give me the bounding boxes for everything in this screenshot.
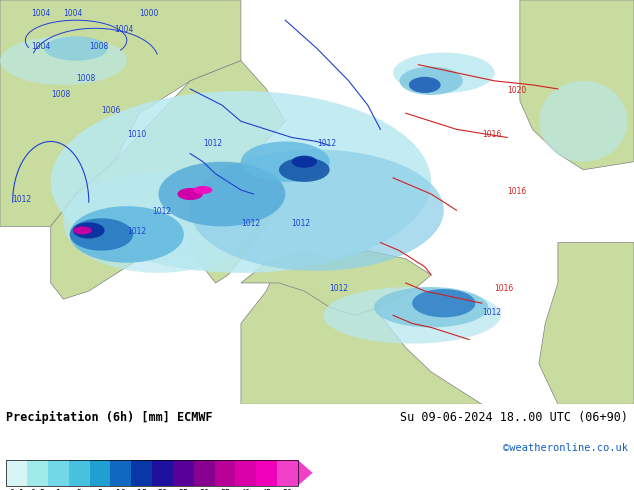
Polygon shape	[0, 0, 241, 226]
Text: 1008: 1008	[76, 74, 95, 83]
Bar	[277, 460, 298, 486]
Text: 1: 1	[56, 489, 61, 490]
Bar	[256, 460, 277, 486]
Text: 2: 2	[77, 489, 82, 490]
Text: 1012: 1012	[482, 308, 501, 318]
Ellipse shape	[241, 142, 330, 182]
Text: 1020: 1020	[507, 86, 526, 95]
Ellipse shape	[323, 287, 501, 343]
Polygon shape	[51, 61, 285, 299]
Bar	[173, 460, 194, 486]
Text: 1004: 1004	[32, 9, 51, 18]
Text: 1012: 1012	[241, 220, 260, 228]
Ellipse shape	[44, 36, 108, 61]
Bar	[27, 460, 48, 486]
Bar	[89, 460, 110, 486]
Bar	[48, 460, 69, 486]
Text: 1012: 1012	[292, 220, 311, 228]
Text: 30: 30	[199, 489, 209, 490]
Ellipse shape	[158, 162, 285, 226]
Text: 1000: 1000	[139, 9, 159, 18]
Ellipse shape	[193, 186, 212, 194]
Polygon shape	[298, 460, 313, 486]
Text: 1004: 1004	[114, 25, 134, 34]
Polygon shape	[241, 251, 482, 404]
Ellipse shape	[409, 77, 441, 93]
Ellipse shape	[412, 289, 476, 318]
Text: 1012: 1012	[203, 139, 222, 147]
Text: 1016: 1016	[482, 130, 501, 140]
Ellipse shape	[73, 222, 105, 239]
Text: 1016: 1016	[495, 284, 514, 293]
Text: 1012: 1012	[330, 284, 349, 293]
Ellipse shape	[73, 226, 92, 235]
Ellipse shape	[279, 158, 330, 182]
Text: 1008: 1008	[89, 42, 108, 50]
Text: Precipitation (6h) [mm] ECMWF: Precipitation (6h) [mm] ECMWF	[6, 411, 213, 424]
Ellipse shape	[178, 188, 203, 200]
Ellipse shape	[292, 156, 317, 168]
Text: 1008: 1008	[51, 90, 70, 99]
Text: 1010: 1010	[127, 130, 146, 140]
Ellipse shape	[399, 67, 463, 95]
Bar	[235, 460, 256, 486]
Bar	[6, 460, 298, 486]
Text: 10: 10	[116, 489, 126, 490]
Ellipse shape	[539, 81, 628, 162]
Text: 0.1: 0.1	[10, 489, 24, 490]
Text: 1016: 1016	[507, 187, 526, 196]
Text: 1004: 1004	[63, 9, 83, 18]
Polygon shape	[241, 251, 431, 316]
Bar	[194, 460, 215, 486]
Text: 1012: 1012	[152, 207, 171, 216]
Polygon shape	[520, 0, 634, 170]
Ellipse shape	[0, 36, 127, 85]
Text: ©weatheronline.co.uk: ©weatheronline.co.uk	[503, 443, 628, 453]
Text: 1012: 1012	[13, 195, 32, 204]
Text: 45: 45	[262, 489, 272, 490]
Ellipse shape	[190, 149, 444, 271]
Ellipse shape	[70, 206, 184, 263]
Ellipse shape	[374, 287, 488, 327]
Text: 20: 20	[158, 489, 167, 490]
Text: Su 09-06-2024 18..00 UTC (06+90): Su 09-06-2024 18..00 UTC (06+90)	[399, 411, 628, 424]
Bar	[6, 460, 27, 486]
Bar	[215, 460, 235, 486]
Ellipse shape	[393, 52, 495, 93]
Bar	[110, 460, 131, 486]
Bar	[152, 460, 173, 486]
Text: 1012: 1012	[127, 227, 146, 237]
Polygon shape	[190, 154, 279, 283]
Bar	[131, 460, 152, 486]
Bar	[69, 460, 89, 486]
Ellipse shape	[63, 172, 254, 273]
Ellipse shape	[70, 219, 133, 251]
Text: 1012: 1012	[317, 139, 336, 147]
Text: 5: 5	[98, 489, 103, 490]
Text: 15: 15	[137, 489, 146, 490]
Text: 25: 25	[178, 489, 188, 490]
Polygon shape	[539, 243, 634, 404]
Text: 1004: 1004	[32, 42, 51, 50]
Ellipse shape	[51, 91, 431, 273]
Text: 50: 50	[283, 489, 292, 490]
Text: 1006: 1006	[101, 106, 121, 115]
Text: 35: 35	[220, 489, 230, 490]
Text: 40: 40	[241, 489, 251, 490]
Text: 0.5: 0.5	[30, 489, 45, 490]
